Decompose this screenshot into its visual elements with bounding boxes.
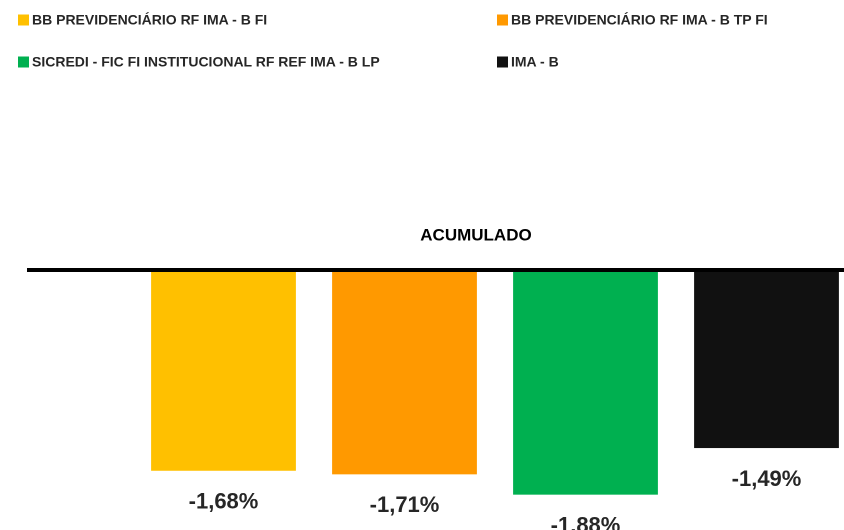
legend-swatch bbox=[18, 14, 29, 26]
value-label: -1,68% bbox=[189, 489, 259, 514]
legend-label: IMA - B bbox=[511, 54, 559, 70]
legend-label: BB PREVIDENCIÁRIO RF IMA - B FI bbox=[32, 12, 267, 28]
legend-swatch bbox=[497, 14, 508, 26]
bar bbox=[513, 270, 658, 495]
bar bbox=[694, 270, 839, 449]
legend-swatch bbox=[18, 56, 29, 68]
bar bbox=[332, 270, 477, 475]
bar bbox=[151, 270, 296, 471]
value-label: -1,88% bbox=[551, 512, 621, 530]
value-label: -1,71% bbox=[370, 492, 440, 517]
legend-swatch bbox=[497, 56, 508, 68]
legend-label: BB PREVIDENCIÁRIO RF IMA - B TP FI bbox=[511, 12, 768, 28]
legend-label: SICREDI - FIC FI INSTITUCIONAL RF REF IM… bbox=[32, 54, 380, 70]
value-label: -1,49% bbox=[732, 466, 802, 491]
category-label: ACUMULADO bbox=[420, 225, 531, 244]
